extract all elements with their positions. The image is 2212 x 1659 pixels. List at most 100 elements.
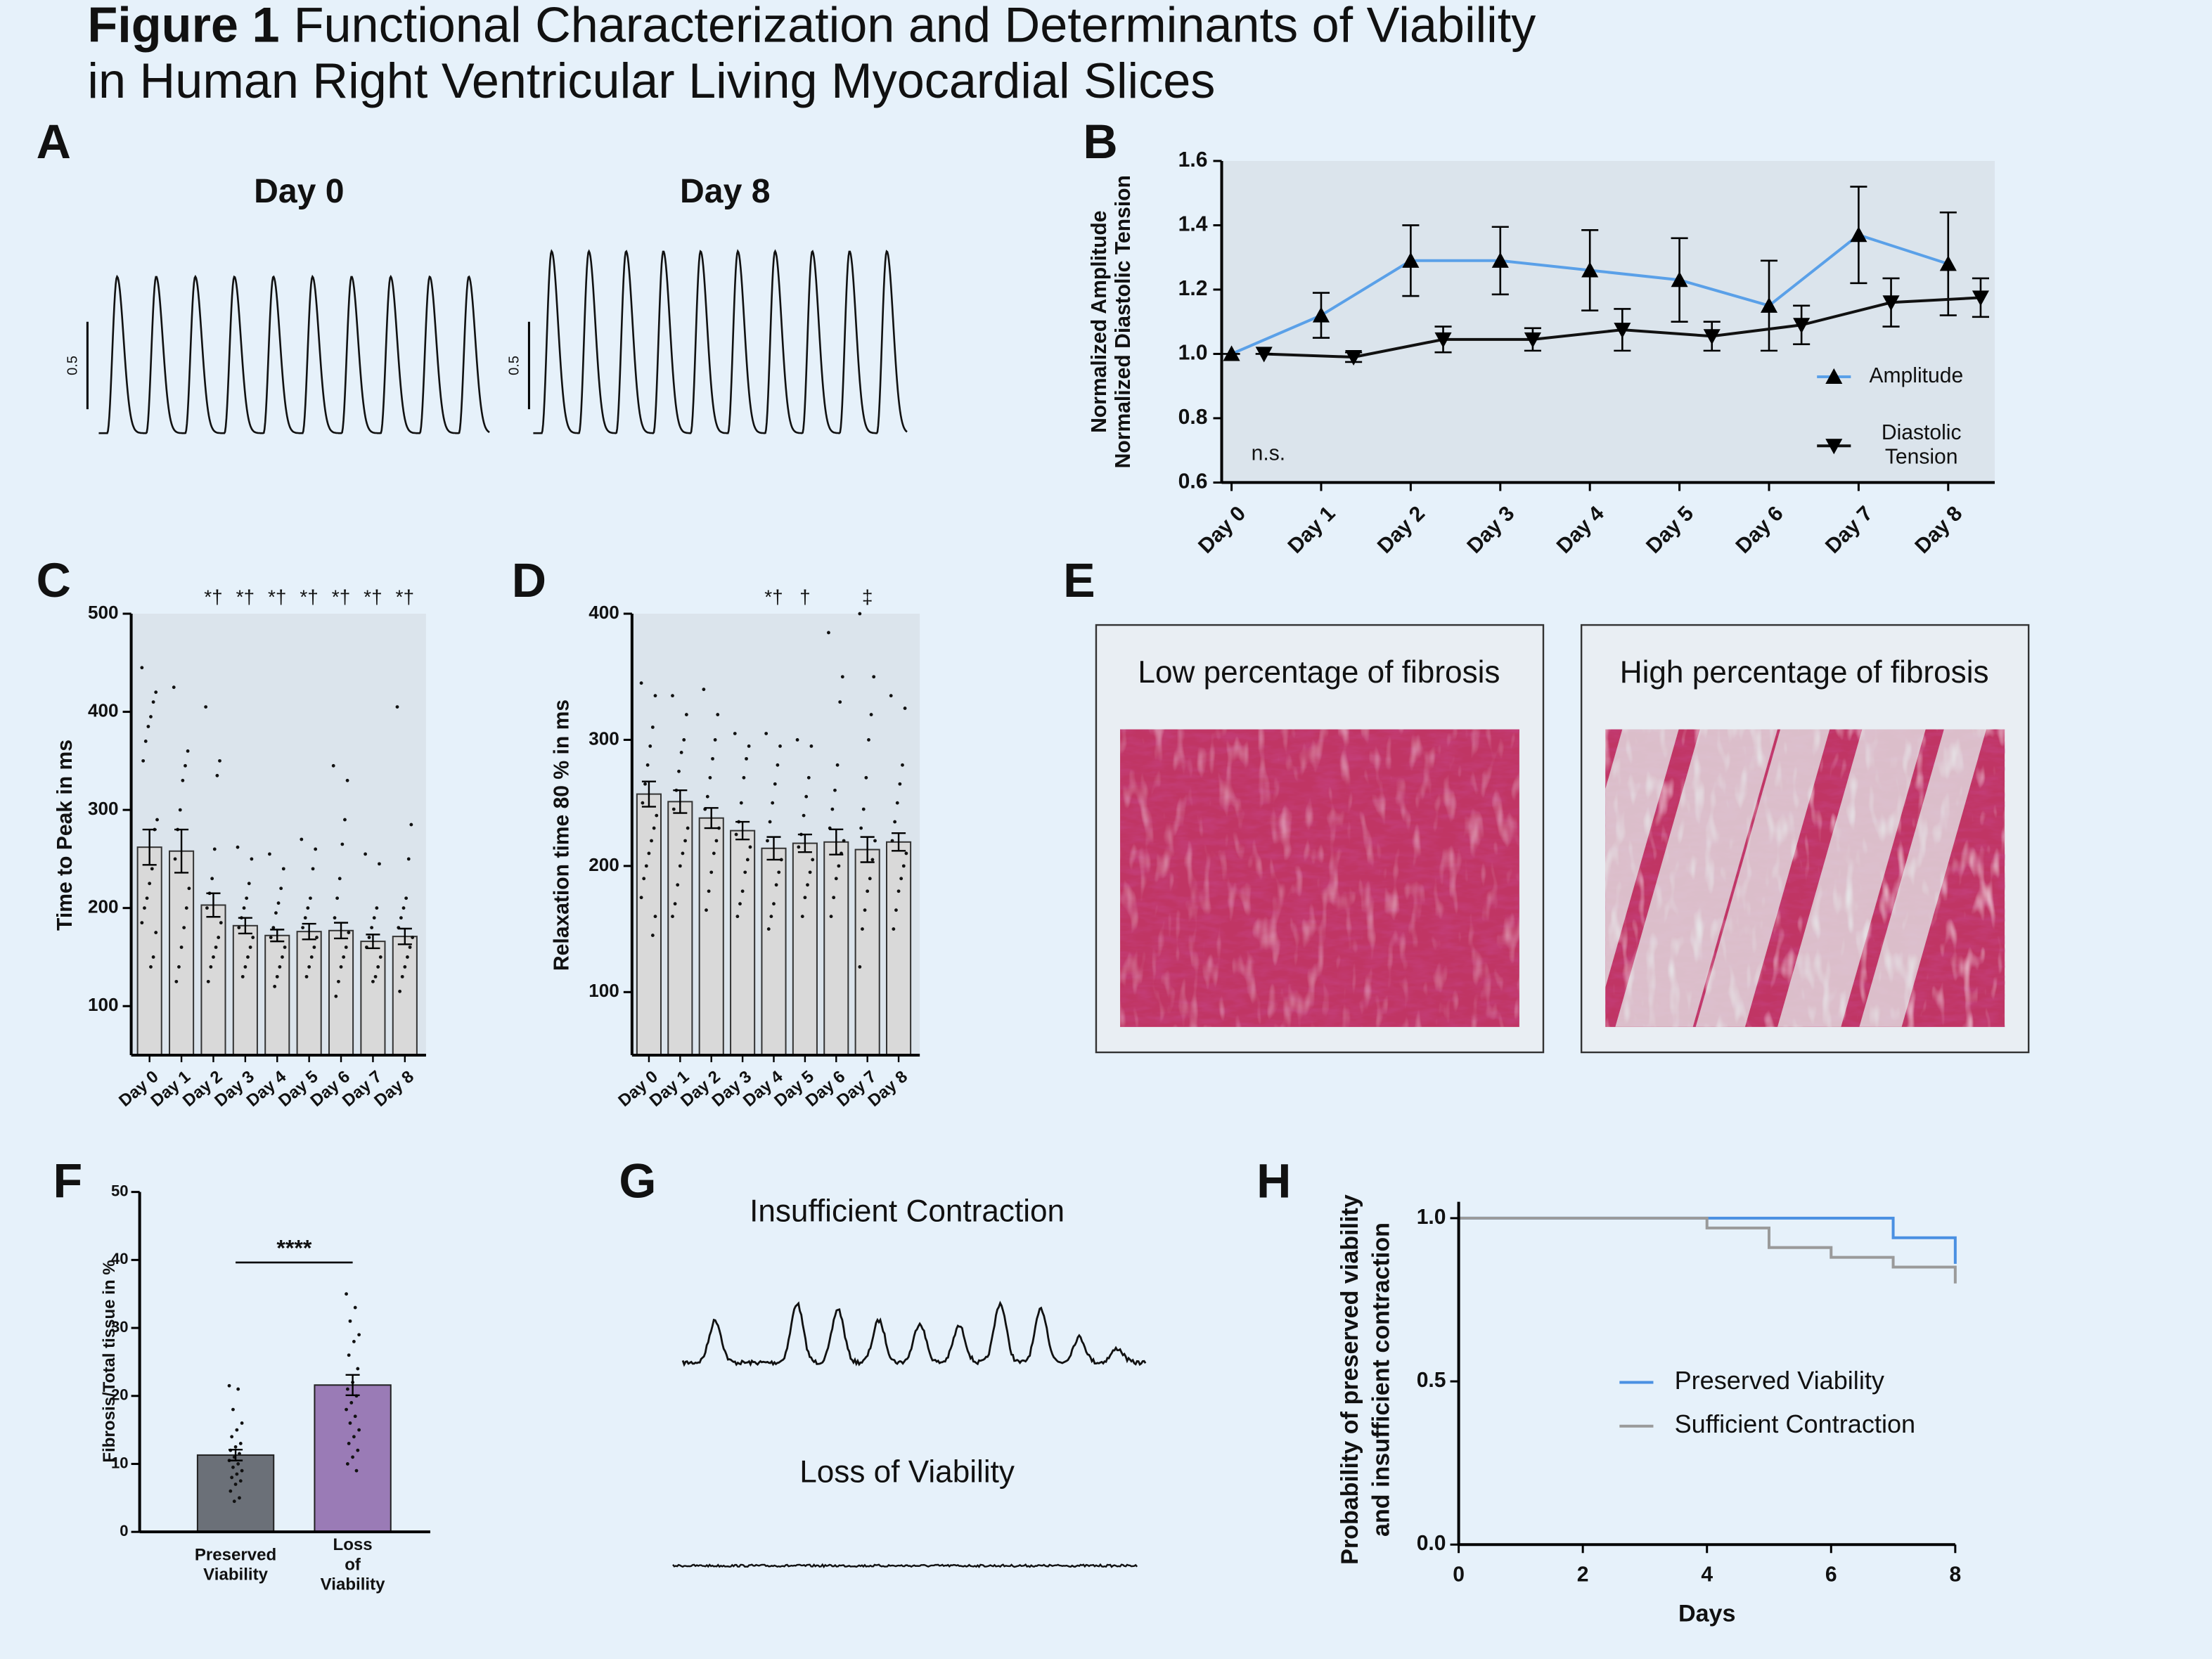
data-point	[348, 1319, 352, 1323]
data-point	[766, 927, 771, 931]
data-point	[278, 965, 282, 969]
marker	[1312, 306, 1330, 323]
data-point	[838, 700, 842, 704]
data-point	[742, 775, 746, 780]
data-point	[184, 763, 187, 768]
data-point	[184, 906, 188, 910]
data-point	[187, 886, 191, 891]
data-point	[279, 886, 283, 891]
data-point	[243, 965, 247, 969]
bar	[296, 931, 322, 1057]
data-point	[248, 945, 252, 949]
x-tick-label: Preserved Viability	[195, 1546, 276, 1584]
marker	[1850, 226, 1867, 243]
error-bar	[397, 927, 412, 945]
data-point	[683, 839, 687, 843]
error-bar	[345, 1374, 360, 1396]
x-tick-label: 0	[1453, 1563, 1465, 1586]
data-point	[145, 896, 149, 900]
data-point	[146, 725, 150, 728]
error-bar	[860, 836, 875, 863]
x-tick-label: 6	[1825, 1563, 1837, 1586]
data-point	[315, 936, 319, 939]
data-point	[712, 851, 716, 856]
data-point	[314, 847, 318, 851]
y-tick-label: 1.4	[1178, 212, 1208, 235]
data-point	[281, 955, 284, 959]
bar	[200, 904, 226, 1057]
data-point	[864, 775, 868, 780]
data-point	[858, 965, 862, 969]
data-point	[140, 666, 144, 670]
data-point	[671, 915, 674, 919]
error-bar	[704, 807, 719, 830]
data-point	[212, 847, 217, 851]
data-point	[357, 1428, 361, 1432]
data-point	[351, 1455, 355, 1459]
trace-title: Loss of Viability	[799, 1455, 1015, 1490]
y-axis-label: Fibrosis/Total tissue in %	[100, 1260, 119, 1462]
data-point	[650, 725, 655, 729]
bar	[169, 850, 195, 1057]
fibrosis-streak	[1695, 729, 1830, 1027]
data-point	[903, 706, 907, 711]
y-tick-label: 200	[88, 896, 119, 917]
data-point	[901, 763, 904, 767]
data-point	[205, 906, 209, 910]
data-point	[340, 842, 345, 846]
data-point	[151, 955, 155, 959]
data-point	[644, 864, 648, 868]
data-point	[209, 965, 213, 969]
bar	[761, 847, 787, 1057]
data-point	[271, 926, 276, 930]
scale-label: 0.5	[65, 356, 81, 375]
data-point	[173, 857, 177, 861]
bar	[328, 929, 354, 1057]
error-bar	[735, 820, 750, 841]
annotation: *†	[332, 586, 351, 607]
data-point	[655, 813, 659, 818]
data-point	[639, 681, 643, 685]
data-point	[348, 1421, 352, 1425]
data-point	[837, 864, 841, 868]
data-point	[356, 1448, 360, 1452]
data-point	[345, 778, 349, 782]
data-point	[235, 1428, 239, 1432]
data-point	[236, 1462, 240, 1466]
data-point	[231, 1407, 235, 1412]
x-tick-label: 8	[1949, 1563, 1961, 1586]
data-point	[236, 845, 240, 849]
panel-letter: B	[1083, 115, 1117, 169]
bar	[854, 848, 880, 1057]
data-point	[237, 926, 241, 930]
data-point	[235, 1472, 239, 1476]
data-point	[677, 769, 681, 773]
legend-label: Sufficient Contraction	[1675, 1409, 1916, 1438]
data-point	[303, 916, 307, 920]
data-point	[682, 738, 686, 742]
panel-letter: C	[37, 554, 71, 607]
data-point	[766, 839, 769, 843]
data-point	[231, 1465, 235, 1469]
marker	[1255, 347, 1273, 363]
data-point	[873, 839, 877, 843]
bar	[792, 842, 818, 1057]
y-axis-label: Time to Peak in ms	[53, 740, 77, 931]
data-point	[705, 794, 709, 799]
error-bar	[206, 892, 221, 918]
bar	[823, 841, 849, 1057]
marker	[1760, 297, 1778, 313]
legend-label: Preserved Viability	[1675, 1366, 1884, 1395]
data-point	[210, 877, 214, 881]
data-point	[652, 826, 656, 830]
panel-letter: A	[37, 115, 71, 169]
data-point	[803, 896, 807, 900]
panel-letter: D	[512, 554, 546, 607]
trace	[98, 274, 490, 434]
data-point	[378, 955, 382, 959]
data-point	[273, 984, 277, 988]
data-point	[149, 715, 153, 718]
data-point	[861, 807, 866, 811]
data-point	[307, 965, 311, 969]
marker	[1703, 329, 1721, 345]
